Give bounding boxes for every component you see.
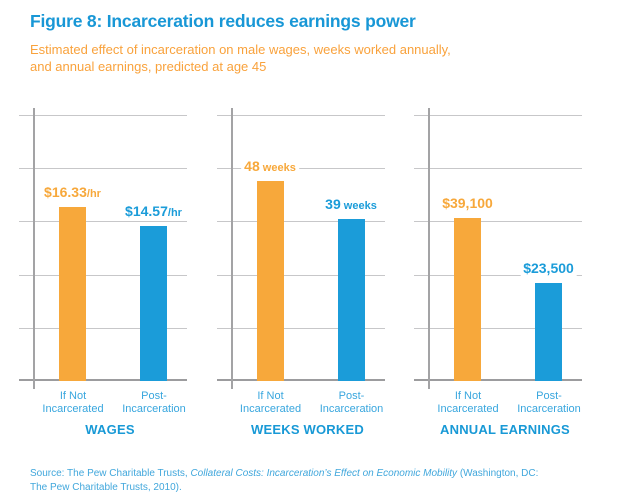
panel-weeks-worked: 48 weeks 39 weeks If Not Incarcerated Pos… — [216, 108, 385, 440]
bar-wages-post-incarceration: $14.57/hr — [122, 203, 185, 381]
gridline — [19, 168, 187, 169]
value-label-weeks-if-not-incarcerated: 48 weeks — [241, 158, 299, 176]
value-main: $39,100 — [442, 195, 493, 211]
gridline — [414, 115, 582, 116]
gridline — [414, 328, 582, 329]
bar-earnings-post-incarceration: $23,500 — [520, 260, 577, 381]
panel-title-wages: WAGES — [85, 422, 135, 437]
plot-weeks-worked: 48 weeks 39 weeks — [216, 108, 385, 389]
value-suffix: /hr — [86, 188, 101, 200]
category-label-if-not-incarcerated: If Not Incarcerated — [437, 390, 498, 415]
panel-wages: $16.33/hr $14.57/hr If Not Incarcerated P… — [19, 108, 187, 440]
value-main: 48 — [244, 158, 260, 174]
bar-earnings-if-not-incarcerated: $39,100 — [439, 195, 496, 381]
value-label-wages-post-incarceration: $14.57/hr — [122, 203, 185, 221]
category-line2: Incarcerated — [437, 402, 499, 415]
category-line1: If Not — [454, 390, 482, 402]
gridline — [19, 115, 187, 116]
y-axis-line — [428, 108, 430, 389]
category-line2: Incarceration — [122, 402, 186, 415]
value-main: $16.33 — [44, 184, 87, 200]
category-label-if-not-incarcerated: If Not Incarcerated — [240, 390, 301, 415]
chart-row: $16.33/hr $14.57/hr If Not Incarcerated P… — [19, 108, 582, 440]
bar-wages-if-not-incarcerated: $16.33/hr — [41, 184, 104, 381]
category-line2: Incarceration — [517, 402, 581, 415]
value-label-earnings-if-not-incarcerated: $39,100 — [439, 195, 496, 213]
value-suffix: weeks — [259, 162, 296, 174]
gridline — [216, 115, 385, 116]
gridline — [216, 328, 385, 329]
figure-title: Figure 8: Incarceration reduces earnings… — [30, 11, 416, 31]
bar-weeks-post-incarceration: 39 weeks — [322, 196, 380, 381]
value-label-earnings-post-incarceration: $23,500 — [520, 260, 577, 278]
gridline — [19, 221, 187, 222]
value-suffix: /hr — [167, 207, 182, 219]
category-line2: Incarcerated — [42, 402, 104, 415]
figure-subtitle: Estimated effect of incarceration on mal… — [30, 42, 451, 75]
category-label-post-incarceration: Post- Incarceration — [517, 390, 581, 415]
gridline — [414, 168, 582, 169]
gridline — [216, 221, 385, 222]
x-axis-line — [414, 379, 582, 381]
category-line2: Incarceration — [319, 402, 384, 415]
source-prefix: Source: The Pew Charitable Trusts, — [30, 468, 191, 479]
gridline — [19, 328, 187, 329]
category-line1: If Not — [257, 390, 284, 402]
gridline — [414, 275, 582, 276]
category-label-if-not-incarcerated: If Not Incarcerated — [42, 390, 103, 415]
figure-subtitle-line1: Estimated effect of incarceration on mal… — [30, 42, 451, 57]
category-line1: Post- — [536, 390, 562, 402]
value-suffix: weeks — [340, 200, 377, 212]
x-axis-line — [19, 379, 187, 381]
category-line1: If Not — [59, 390, 87, 402]
gridline — [19, 275, 187, 276]
source-note: Source: The Pew Charitable Trusts, Colla… — [30, 467, 590, 495]
source-report-title: Collateral Costs: Incarceration’s Effect… — [190, 468, 458, 479]
y-axis-line — [33, 108, 35, 389]
gridline — [216, 275, 385, 276]
value-main: $23,500 — [523, 260, 574, 276]
gridline — [216, 168, 385, 169]
figure-subtitle-line2: and annual earnings, predicted at age 45 — [30, 58, 267, 74]
category-label-post-incarceration: Post- Incarceration — [320, 390, 384, 415]
value-main: 39 — [325, 196, 341, 212]
panel-annual-earnings: $39,100 $23,500 If Not Incarcerated Post-… — [414, 108, 582, 440]
source-line2: The Pew Charitable Trusts, 2010). — [30, 482, 182, 493]
panel-title-annual-earnings: ANNUAL EARNINGS — [440, 422, 570, 437]
panel-title-weeks-worked: WEEKS WORKED — [251, 422, 364, 437]
value-main: $14.57 — [125, 203, 168, 219]
value-label-wages-if-not-incarcerated: $16.33/hr — [41, 184, 104, 202]
category-label-post-incarceration: Post- Incarceration — [122, 390, 186, 415]
plot-wages: $16.33/hr $14.57/hr — [19, 108, 187, 389]
category-line1: Post- — [338, 390, 365, 402]
source-line1-end: (Washington, DC: — [457, 468, 539, 479]
bar-weeks-if-not-incarcerated: 48 weeks — [241, 158, 299, 381]
value-label-weeks-post-incarceration: 39 weeks — [322, 196, 380, 214]
plot-annual-earnings: $39,100 $23,500 — [414, 108, 582, 389]
y-axis-line — [230, 108, 233, 389]
gridline — [414, 221, 582, 222]
category-line1: Post- — [141, 390, 167, 402]
category-line2: Incarcerated — [239, 402, 302, 415]
x-axis-line — [216, 379, 385, 381]
